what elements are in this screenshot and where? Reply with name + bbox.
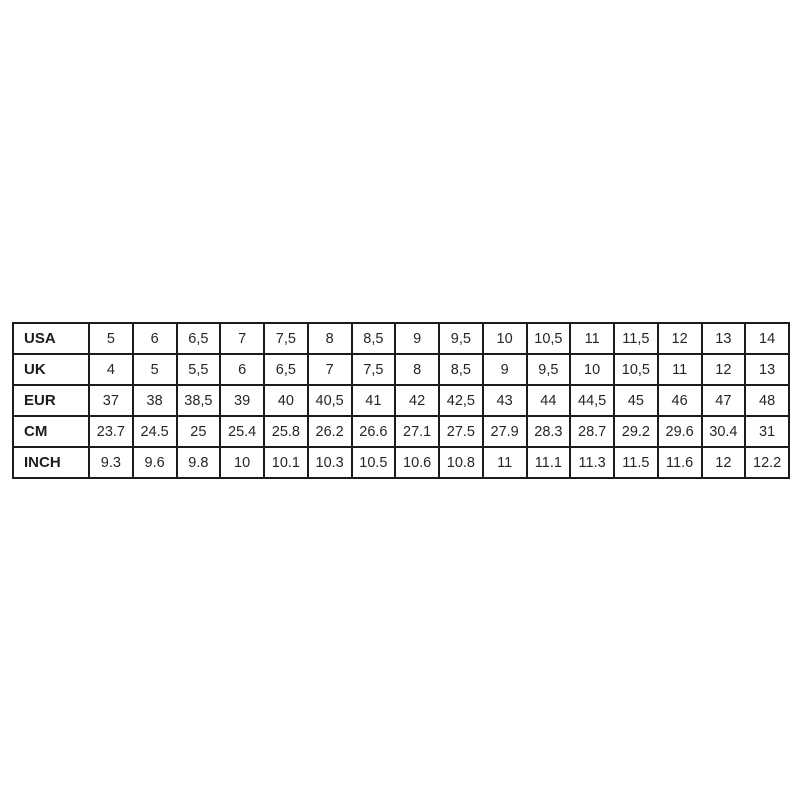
size-cell: 7 — [306, 353, 353, 386]
size-cell: 42 — [394, 384, 440, 417]
size-cell: 9,5 — [438, 322, 484, 355]
size-cell: 25.8 — [263, 415, 309, 448]
size-cell: 7,5 — [350, 353, 397, 386]
size-cell: 8 — [394, 353, 440, 386]
size-cell: 5 — [131, 353, 178, 386]
size-cell: 10.5 — [350, 446, 397, 479]
row-label: INCH — [12, 446, 90, 479]
size-cell: 8 — [306, 322, 353, 355]
size-cell: 11.3 — [569, 446, 615, 479]
table-row-cm: CM 23.7 24.5 25 25.4 25.8 26.2 26.6 27.1… — [12, 415, 790, 448]
size-cell: 12.2 — [744, 446, 790, 479]
size-cell: 11.1 — [525, 446, 572, 479]
size-cell: 9.3 — [88, 446, 134, 479]
row-label: UK — [12, 353, 90, 386]
size-cell: 11 — [569, 322, 615, 355]
size-cell: 5 — [88, 322, 134, 355]
size-cell: 27.5 — [438, 415, 484, 448]
size-cell: 44,5 — [569, 384, 615, 417]
size-cell: 37 — [88, 384, 134, 417]
size-cell: 40,5 — [306, 384, 353, 417]
size-cell: 11.5 — [613, 446, 659, 479]
size-cell: 24.5 — [131, 415, 178, 448]
size-cell: 10.1 — [263, 446, 309, 479]
size-cell: 10 — [569, 353, 615, 386]
size-cell: 8,5 — [350, 322, 397, 355]
size-cell: 40 — [263, 384, 309, 417]
size-cell: 9.6 — [131, 446, 178, 479]
size-cell: 13 — [700, 322, 747, 355]
size-cell: 47 — [700, 384, 747, 417]
size-cell: 10.3 — [306, 446, 353, 479]
table-row-inch: INCH 9.3 9.6 9.8 10 10.1 10.3 10.5 10.6 … — [12, 446, 790, 479]
size-cell: 12 — [700, 446, 747, 479]
size-conversion-table: USA 5 6 6,5 7 7,5 8 8,5 9 9,5 10 10,5 11… — [12, 322, 790, 479]
size-cell: 41 — [350, 384, 397, 417]
table-row-eur: EUR 37 38 38,5 39 40 40,5 41 42 42,5 43 … — [12, 384, 790, 417]
table-row-uk: UK 4 5 5,5 6 6,5 7 7,5 8 8,5 9 9,5 10 10… — [12, 353, 790, 386]
size-cell: 9 — [481, 353, 528, 386]
size-cell: 11 — [481, 446, 528, 479]
size-cell: 30.4 — [700, 415, 747, 448]
size-cell: 7 — [219, 322, 265, 355]
size-cell: 10.8 — [438, 446, 484, 479]
size-cell: 9 — [394, 322, 440, 355]
size-cell: 25 — [175, 415, 222, 448]
size-cell: 42,5 — [438, 384, 484, 417]
size-cell: 28.7 — [569, 415, 615, 448]
table-row-usa: USA 5 6 6,5 7 7,5 8 8,5 9 9,5 10 10,5 11… — [12, 322, 790, 355]
size-cell: 10 — [481, 322, 528, 355]
size-cell: 28.3 — [525, 415, 572, 448]
size-cell: 38 — [131, 384, 178, 417]
row-label: USA — [12, 322, 90, 355]
size-cell: 4 — [88, 353, 134, 386]
size-cell: 7,5 — [263, 322, 309, 355]
size-cell: 13 — [744, 353, 790, 386]
size-cell: 6 — [131, 322, 178, 355]
size-cell: 38,5 — [175, 384, 222, 417]
size-cell: 14 — [744, 322, 790, 355]
size-cell: 23.7 — [88, 415, 134, 448]
size-cell: 31 — [744, 415, 790, 448]
size-cell: 6 — [219, 353, 265, 386]
size-cell: 9.8 — [175, 446, 222, 479]
size-cell: 29.6 — [656, 415, 703, 448]
size-cell: 11.6 — [656, 446, 703, 479]
row-label: EUR — [12, 384, 90, 417]
size-cell: 45 — [613, 384, 659, 417]
size-cell: 11 — [656, 353, 703, 386]
size-cell: 27.9 — [481, 415, 528, 448]
size-cell: 11,5 — [613, 322, 659, 355]
size-cell: 10.6 — [394, 446, 440, 479]
size-cell: 10 — [219, 446, 265, 479]
size-cell: 26.2 — [306, 415, 353, 448]
row-label: CM — [12, 415, 90, 448]
size-cell: 8,5 — [438, 353, 484, 386]
size-cell: 6,5 — [175, 322, 222, 355]
size-cell: 44 — [525, 384, 572, 417]
size-cell: 27.1 — [394, 415, 440, 448]
size-cell: 10,5 — [613, 353, 659, 386]
size-cell: 26.6 — [350, 415, 397, 448]
size-cell: 39 — [219, 384, 265, 417]
size-cell: 6,5 — [263, 353, 309, 386]
size-cell: 43 — [481, 384, 528, 417]
size-cell: 48 — [744, 384, 790, 417]
size-cell: 12 — [656, 322, 703, 355]
size-cell: 25.4 — [219, 415, 265, 448]
size-cell: 9,5 — [525, 353, 572, 386]
size-cell: 29.2 — [613, 415, 659, 448]
size-cell: 12 — [700, 353, 747, 386]
size-cell: 46 — [656, 384, 703, 417]
size-cell: 5,5 — [175, 353, 222, 386]
size-cell: 10,5 — [525, 322, 572, 355]
